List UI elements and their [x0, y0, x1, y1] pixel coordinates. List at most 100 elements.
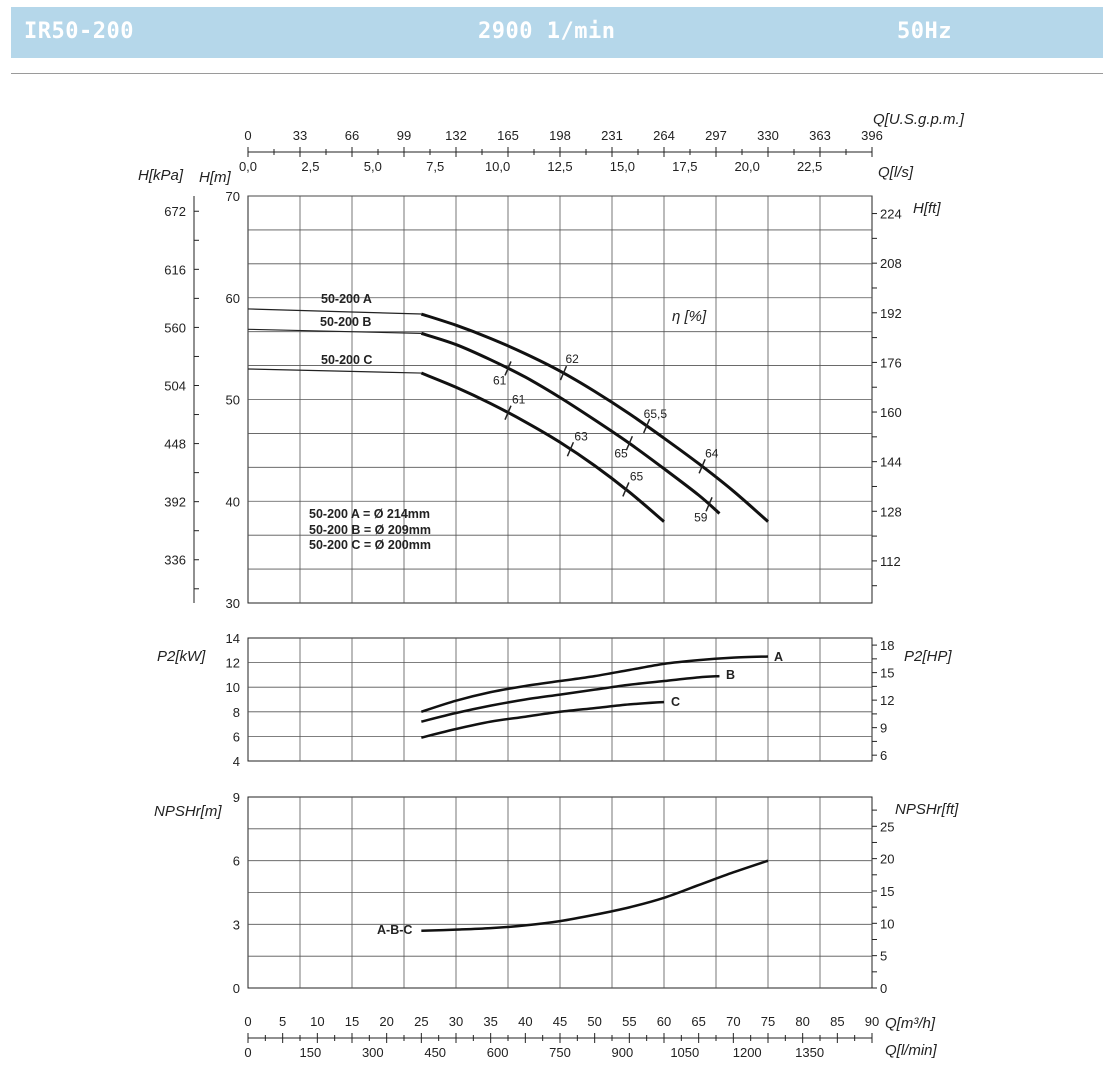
p2-kw-tick-label: 4: [233, 754, 240, 769]
efficiency-label: η [%]: [672, 308, 707, 325]
q-m3h-tick-label: 55: [622, 1014, 636, 1029]
h-m-tick-label: 60: [226, 291, 240, 306]
q-usgpm-tick-label: 99: [397, 128, 411, 143]
npsh-ft-tick-label: 10: [880, 916, 894, 931]
efficiency-mark: [566, 441, 575, 457]
q-m3h-tick-label: 30: [449, 1014, 463, 1029]
q-m3h-tick-label: 10: [310, 1014, 324, 1029]
q-m3h-tick-label: 25: [414, 1014, 428, 1029]
efficiency-mark: [625, 435, 634, 451]
q-lmin-tick-label: 150: [300, 1045, 322, 1060]
q-usgpm-tick-label: 132: [445, 128, 467, 143]
npsh-ft-tick-label: 20: [880, 852, 894, 867]
p2-kw-tick-label: 14: [226, 631, 240, 646]
npsh-ft-tick-label: 25: [880, 819, 894, 834]
q-m3h-tick-label: 15: [345, 1014, 359, 1029]
p2-kw-tick-label: 6: [233, 729, 240, 744]
h-ft-tick-label: 160: [880, 405, 902, 420]
efficiency-mark-label: 65: [614, 446, 628, 460]
npsh-m-tick-label: 0: [233, 981, 240, 996]
efficiency-mark-label: 65,5: [644, 407, 668, 421]
q-lmin-tick-label: 900: [612, 1045, 634, 1060]
q-lmin-axis-label: Q[l/min]: [885, 1042, 938, 1059]
npsh-ft-tick-label: 0: [880, 981, 887, 996]
q-ls-tick-label: 5,0: [364, 159, 382, 174]
q-m3h-tick-label: 70: [726, 1014, 740, 1029]
efficiency-mark: [698, 459, 706, 474]
curve-layer: [247, 308, 769, 932]
q-m3h-tick-label: 90: [865, 1014, 879, 1029]
efficiency-mark: [622, 482, 630, 497]
h-kpa-tick-label: 616: [164, 262, 186, 277]
p2-kw-tick-label: 10: [226, 680, 240, 695]
q-m3h-tick-label: 50: [587, 1014, 601, 1029]
h-kpa-tick-label: 336: [164, 553, 186, 568]
frequency-title: 50Hz: [897, 19, 952, 44]
q-lmin-tick-label: 1050: [670, 1045, 699, 1060]
q-m3h-tick-label: 35: [483, 1014, 497, 1029]
q-lmin-tick-label: 1350: [795, 1045, 824, 1060]
q-m3h-tick-label: 0: [244, 1014, 251, 1029]
q-lmin-tick-label: 750: [549, 1045, 571, 1060]
q-usgpm-tick-label: 231: [601, 128, 623, 143]
h-kpa-tick-label: 672: [164, 204, 186, 219]
power-label-a: A: [774, 650, 783, 664]
npsh-ft-axis-label: NPSHr[ft]: [895, 801, 959, 818]
h-m-tick-label: 30: [226, 596, 240, 611]
q-m3h-tick-label: 75: [761, 1014, 775, 1029]
head-curve-b-shutoff: [247, 328, 422, 334]
efficiency-mark-label: 63: [574, 429, 588, 443]
q-lmin-tick-label: 450: [424, 1045, 446, 1060]
efficiency-mark-label: 61: [493, 373, 507, 387]
q-ls-axis-label: Q[l/s]: [878, 164, 914, 181]
q-m3h-axis-label: Q[m³/h]: [885, 1015, 936, 1032]
q-usgpm-tick-label: 330: [757, 128, 779, 143]
h-kpa-tick-label: 504: [164, 378, 186, 393]
q-usgpm-tick-label: 198: [549, 128, 571, 143]
efficiency-mark-label: 62: [565, 352, 579, 366]
q-usgpm-tick-label: 165: [497, 128, 519, 143]
head-curve-a-shutoff: [247, 308, 422, 315]
q-m3h-tick-label: 65: [691, 1014, 705, 1029]
efficiency-mark: [504, 405, 512, 421]
q-usgpm-tick-label: 396: [861, 128, 883, 143]
q-lmin-tick-label: 300: [362, 1045, 384, 1060]
q-ls-tick-label: 0,0: [239, 159, 257, 174]
q-m3h-tick-label: 60: [657, 1014, 671, 1029]
q-m3h-tick-label: 85: [830, 1014, 844, 1029]
header-divider: [11, 73, 1103, 74]
npsh-curve: [421, 859, 769, 932]
diameter-c: 50-200 C = Ø 200mm: [309, 538, 431, 552]
q-m3h-tick-label: 20: [379, 1014, 393, 1029]
q-lmin-tick-label: 1200: [733, 1045, 762, 1060]
power-curve-a: [420, 655, 769, 713]
efficiency-mark: [504, 361, 512, 376]
power-curve-c: [421, 700, 665, 739]
p2-hp-axis-label: P2[HP]: [904, 648, 952, 665]
q-usgpm-tick-label: 297: [705, 128, 727, 143]
h-kpa-tick-label: 448: [164, 437, 186, 452]
q-m3h-tick-label: 40: [518, 1014, 532, 1029]
diameter-b: 50-200 B = Ø 209mm: [309, 523, 431, 537]
efficiency-mark-label: 59: [694, 510, 708, 524]
q-ls-tick-label: 2,5: [301, 159, 319, 174]
h-m-tick-label: 70: [226, 189, 240, 204]
q-usgpm-tick-label: 0: [244, 128, 251, 143]
efficiency-mark: [705, 497, 713, 512]
q-ls-tick-label: 15,0: [610, 159, 635, 174]
npsh-ft-tick-label: 15: [880, 884, 894, 899]
q-m3h-tick-label: 45: [553, 1014, 567, 1029]
q-usgpm-tick-label: 363: [809, 128, 831, 143]
efficiency-mark: [642, 418, 651, 434]
q-ls-tick-label: 17,5: [672, 159, 697, 174]
npsh-m-axis-label: NPSHr[m]: [154, 803, 222, 820]
h-kpa-axis-label: H[kPa]: [138, 167, 184, 184]
diameter-a: 50-200 A = Ø 214mm: [309, 507, 430, 521]
h-kpa-tick-label: 560: [164, 320, 186, 335]
h-ft-tick-label: 208: [880, 256, 902, 271]
power-label-c: C: [671, 695, 680, 709]
q-ls-tick-label: 10,0: [485, 159, 510, 174]
efficiency-mark-label: 64: [705, 446, 719, 460]
